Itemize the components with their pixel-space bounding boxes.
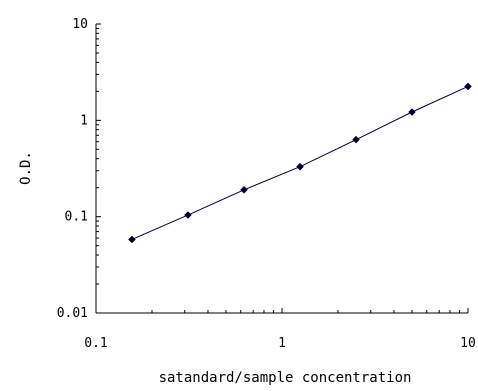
data-point-marker	[184, 211, 192, 219]
y-axis-ticks: 0.01 0.1 1 10	[57, 17, 101, 321]
series-line	[131, 85, 469, 240]
x-tick-label: 0.1	[84, 336, 107, 351]
data-point-marker	[464, 82, 472, 91]
data-point-marker	[352, 135, 360, 144]
y-tick-label: 0.01	[57, 306, 88, 321]
series-layer	[128, 82, 472, 244]
x-tick-label: 1	[278, 336, 286, 351]
x-axis-ticks: 0.1 1 10	[84, 308, 476, 351]
x-axis-title: satandard/sample concentration	[159, 370, 412, 386]
data-point-marker	[128, 235, 136, 244]
data-point-marker	[408, 108, 416, 116]
y-tick-label: 10	[72, 17, 88, 32]
y-tick-label: 1	[80, 113, 88, 128]
data-point-marker	[240, 185, 248, 194]
y-tick-label: 0.1	[65, 210, 88, 225]
data-point-marker	[296, 162, 304, 171]
y-axis-title: O.D.	[18, 151, 34, 185]
x-tick-label: 10	[460, 336, 476, 351]
